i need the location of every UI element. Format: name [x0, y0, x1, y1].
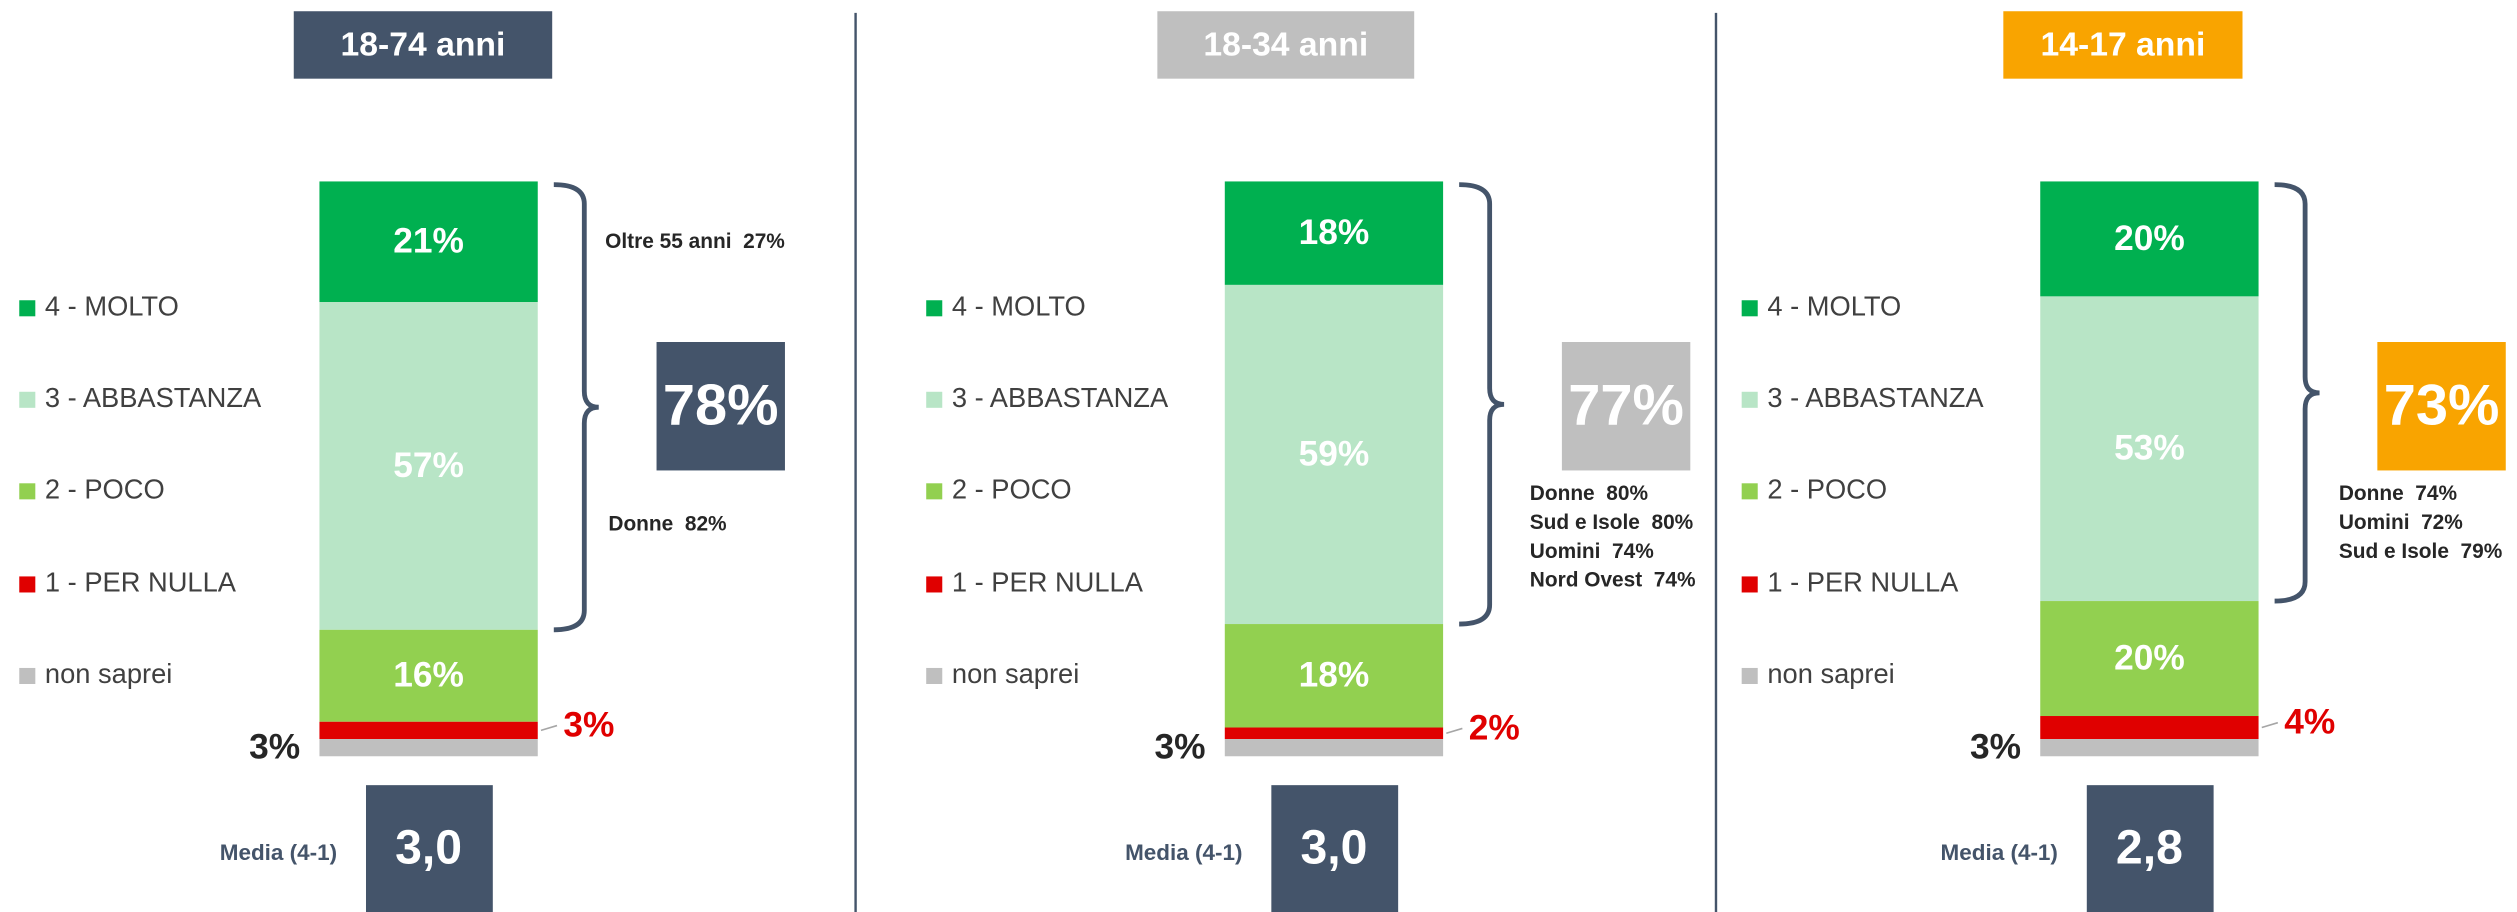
total-label: 77% [1568, 374, 1684, 438]
chart-title: 18-74 anni [341, 25, 506, 63]
legend-label: 1 - PER NULLA [1767, 567, 1959, 598]
legend-swatch [926, 576, 943, 593]
value-label: 3% [249, 728, 300, 767]
mean-box [2086, 785, 2214, 912]
mean-label: Media (4-1) [1125, 840, 1242, 865]
legend-swatch [926, 667, 943, 684]
legend-label: 3 - ABBASTANZA [1767, 382, 1984, 413]
legend-label: 2 - POCO [45, 474, 165, 505]
legend-swatch [19, 391, 36, 408]
total-label: 78% [663, 374, 779, 438]
legend-swatch [19, 667, 36, 684]
value-label: 53% [2114, 429, 2185, 468]
annotation: Oltre 55 anni 27% [605, 230, 785, 253]
bar-segment [1224, 181, 1444, 285]
legend-swatch [1741, 667, 1758, 684]
legend-label: 4 - MOLTO [952, 290, 1086, 321]
value-label: 57% [393, 446, 464, 485]
bar-segment [319, 629, 538, 722]
legend-label: 3 - ABBASTANZA [952, 382, 1169, 413]
legend-label: 4 - MOLTO [1767, 290, 1901, 321]
bar-segment [1224, 739, 1444, 757]
legend-swatch [19, 576, 36, 593]
bar-segment [1224, 624, 1444, 728]
legend-label: 4 - MOLTO [45, 290, 179, 321]
title-box [293, 11, 553, 79]
total-box [1561, 342, 1691, 471]
mean-value: 3,0 [1300, 821, 1367, 875]
value-label: 3% [1155, 728, 1206, 767]
mean-box [1271, 785, 1399, 912]
legend-label: 1 - PER NULLA [45, 567, 237, 598]
mean-box [365, 785, 493, 912]
total-box [2377, 342, 2506, 471]
value-label: 21% [393, 222, 464, 261]
total-label: 73% [2384, 374, 2500, 438]
chart-title: 14-17 anni [2040, 25, 2205, 63]
annotation: Uomini 72% [2339, 511, 2463, 534]
legend-swatch [926, 300, 943, 317]
bar-segment [2040, 601, 2259, 717]
legend-swatch [1741, 391, 1758, 408]
annotation: Sud e Isole 80% [1530, 511, 1693, 534]
mean-label: Media (4-1) [1941, 840, 2058, 865]
legend-label: 2 - POCO [952, 474, 1072, 505]
legend-swatch [1741, 576, 1758, 593]
leader-line [2261, 721, 2279, 729]
legend-swatch [19, 300, 36, 317]
total-box [656, 342, 785, 471]
mean-value: 2,8 [2116, 821, 2183, 875]
bar-segment [1224, 727, 1444, 740]
legend-swatch [926, 391, 943, 408]
title-box [2003, 11, 2243, 79]
bar-segment [319, 721, 538, 740]
legend-label: 1 - PER NULLA [952, 567, 1144, 598]
value-label: 59% [1299, 434, 1370, 473]
bar-segment [2040, 296, 2259, 602]
mean-label: Media (4-1) [220, 840, 337, 865]
legend-label: 2 - POCO [1767, 474, 1887, 505]
bar-segment [1224, 284, 1444, 625]
legend-label: 3 - ABBASTANZA [45, 382, 262, 413]
annotation: Nord Ovest 74% [1530, 569, 1696, 592]
annotation: Sud e Isole 79% [2339, 540, 2502, 563]
annotation: Donne 74% [2339, 482, 2457, 505]
value-label: 18% [1299, 213, 1370, 252]
legend-label: non saprei [952, 658, 1079, 689]
annotation: Uomini 74% [1530, 540, 1654, 563]
bar-segment [319, 181, 538, 303]
chart-title: 18-34 anni [1203, 25, 1368, 63]
bar-segment [2040, 181, 2259, 297]
legend-label: non saprei [1767, 658, 1894, 689]
title-box [1157, 11, 1415, 79]
value-label: 16% [393, 656, 464, 695]
legend-swatch [1741, 483, 1758, 500]
value-label: 20% [2114, 638, 2185, 677]
leader-line [540, 724, 558, 732]
value-label: 18% [1299, 656, 1370, 695]
value-label: 20% [2114, 219, 2185, 258]
legend-swatch [1741, 300, 1758, 317]
bracket [553, 182, 599, 633]
legend-swatch [19, 483, 36, 500]
value-label: 2% [1469, 708, 1520, 747]
bar-segment [2040, 739, 2259, 757]
leader-line [1446, 727, 1463, 735]
annotation: Donne 82% [608, 513, 726, 536]
value-label: 3% [563, 706, 614, 745]
annotation: Donne 80% [1530, 482, 1648, 505]
bar-segment [2040, 716, 2259, 740]
mean-value: 3,0 [395, 821, 462, 875]
legend-label: non saprei [45, 658, 172, 689]
bar-segment [319, 302, 538, 630]
bar-segment [319, 739, 538, 757]
legend-swatch [926, 483, 943, 500]
value-label: 3% [1970, 728, 2021, 767]
bracket [2274, 182, 2320, 604]
value-label: 4% [2284, 703, 2335, 742]
bracket [1459, 182, 1505, 627]
